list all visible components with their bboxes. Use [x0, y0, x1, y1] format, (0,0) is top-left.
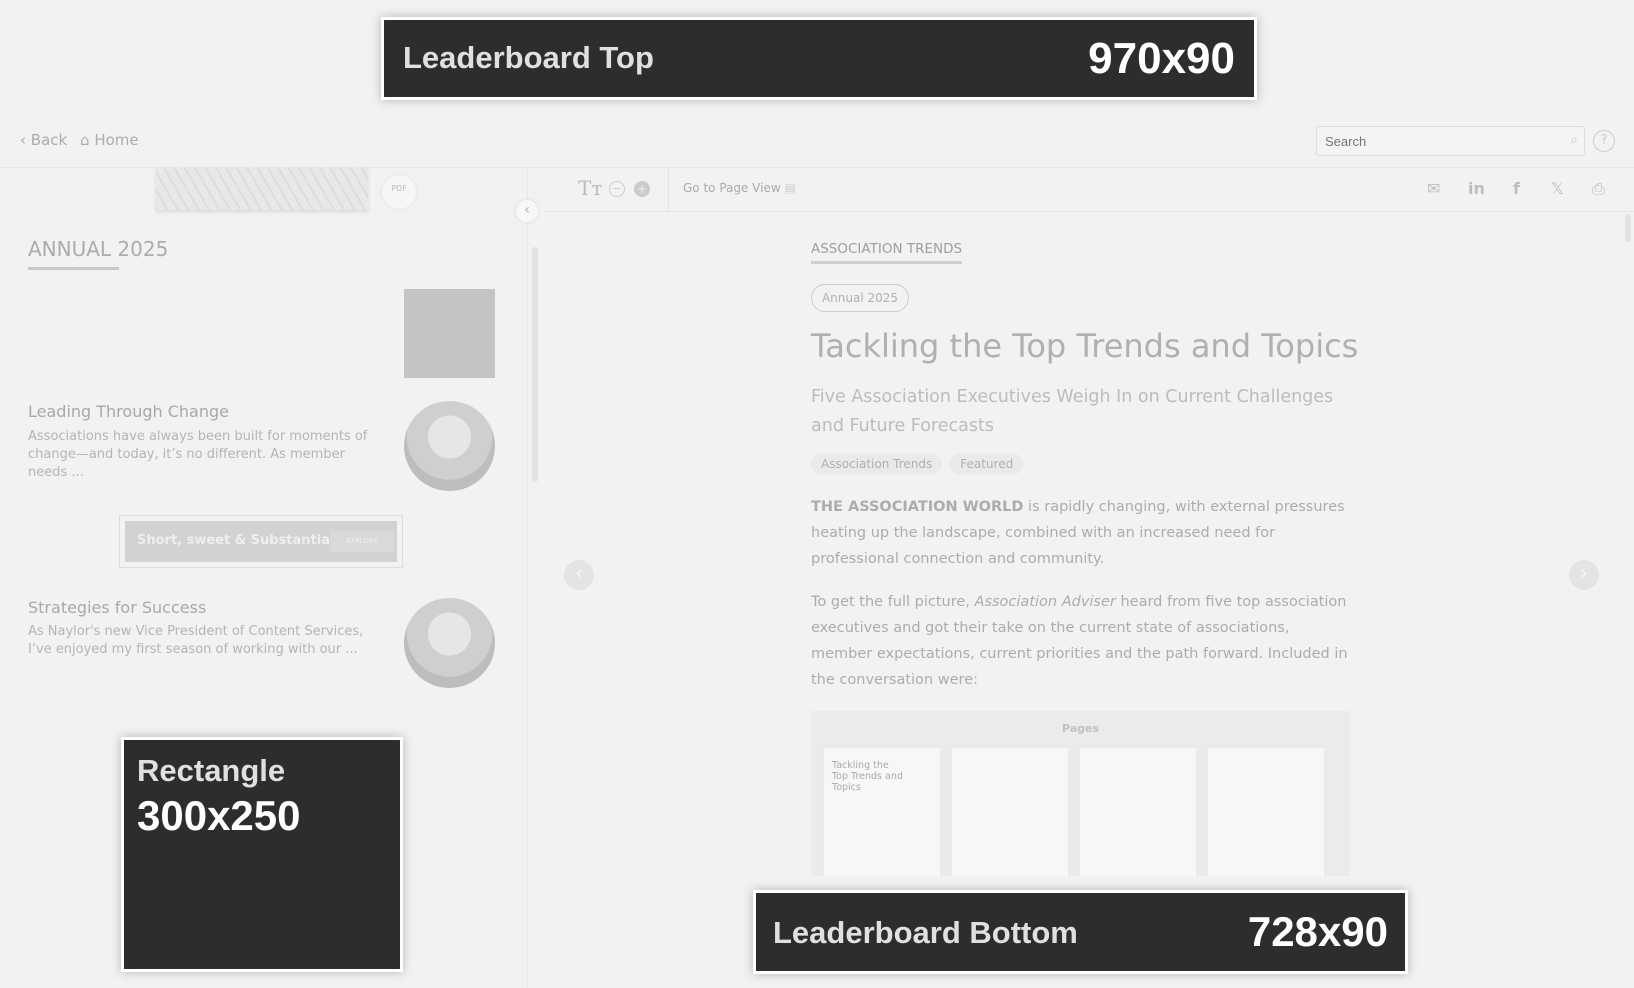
pdf-icon: PDF — [391, 184, 407, 193]
article-subtitle: Five Association Executives Weigh In on … — [811, 387, 1334, 436]
sidebar: PDF ANNUAL 2025 Leading Through Change A… — [0, 167, 538, 988]
list-item-title[interactable]: Leading Through Change — [28, 402, 229, 421]
x-twitter-icon[interactable]: 𝕏 — [1551, 179, 1564, 198]
ad-label: Rectangle — [137, 753, 286, 788]
toolbar-separator — [668, 167, 669, 211]
author-avatar — [404, 598, 495, 688]
pages-preview[interactable]: Pages Tackling the Top Trends and Topics — [811, 711, 1350, 876]
search-input[interactable] — [1317, 127, 1547, 155]
author-avatar — [404, 401, 495, 491]
toolbar-divider — [545, 211, 1634, 212]
tag[interactable]: Association Trends — [811, 453, 943, 475]
sidebar-banner-ad[interactable]: Short, sweet & Substantial. EXPLORE — [119, 515, 403, 568]
collapse-sidebar-button[interactable]: ‹ — [516, 200, 538, 222]
banner-text: Short, sweet & Substantial. — [137, 533, 340, 548]
page-view-label: Go to Page View — [683, 181, 781, 195]
article-title: Tackling the Top Trends and Topics — [811, 327, 1359, 365]
page-thumbnail[interactable] — [1207, 747, 1325, 876]
section-title: ANNUAL 2025 — [28, 237, 169, 261]
paragraph-text: heard from five top association executiv… — [811, 594, 1348, 688]
sidebar-scrollbar[interactable] — [532, 247, 538, 482]
leaderboard-bottom-ad[interactable]: Leaderboard Bottom 728x90 — [753, 890, 1408, 974]
ad-label: Leaderboard Bottom — [773, 915, 1078, 950]
help-button[interactable]: ? — [1593, 130, 1615, 152]
decrease-text-button[interactable]: − — [609, 181, 625, 197]
ad-label: Leaderboard Top — [403, 40, 654, 75]
page-thumbnail-title: Tackling the Top Trends and Topics — [832, 760, 903, 793]
tag[interactable]: Featured — [950, 453, 1024, 475]
article-paragraph: To get the full picture, Association Adv… — [811, 589, 1351, 693]
paragraph-text: is rapidly changing, with external press… — [811, 499, 1345, 567]
page-thumbnail[interactable] — [951, 747, 1069, 876]
lead-in: THE ASSOCIATION WORLD — [811, 499, 1024, 515]
email-icon[interactable]: ✉ — [1427, 179, 1441, 198]
search-box[interactable]: ⌕ — [1316, 126, 1585, 156]
issue-pill[interactable]: Annual 2025 — [811, 284, 909, 312]
ad-size: 728x90 — [1247, 908, 1388, 955]
prev-article-arrow[interactable]: ‹ — [564, 560, 594, 590]
home-button[interactable]: ⌂ Home — [80, 131, 139, 149]
linkedin-icon[interactable]: in — [1468, 179, 1485, 198]
home-icon: ⌂ — [80, 131, 90, 149]
issue-cover-thumbnail[interactable] — [156, 167, 368, 210]
section-underline — [28, 267, 119, 270]
back-label: Back — [30, 131, 68, 149]
banner-explore-button[interactable]: EXPLORE — [330, 531, 394, 552]
article-paragraph: THE ASSOCIATION WORLD is rapidly changin… — [811, 494, 1351, 572]
pdf-download-button[interactable]: PDF — [382, 175, 416, 209]
page-thumbnail[interactable] — [1079, 747, 1197, 876]
ad-size: 970x90 — [1088, 34, 1235, 83]
facebook-icon[interactable]: f — [1513, 179, 1520, 198]
page-view-button[interactable]: Go to Page View ▤ — [683, 181, 796, 195]
article-category[interactable]: ASSOCIATION TRENDS — [811, 241, 963, 264]
content-scrollbar[interactable] — [1625, 214, 1631, 242]
next-article-arrow[interactable]: › — [1569, 560, 1599, 590]
tag-list: Association Trends Featured — [811, 453, 1024, 475]
back-button[interactable]: ‹ Back — [20, 131, 68, 149]
book-icon: ▤ — [784, 181, 796, 195]
home-label: Home — [94, 131, 139, 149]
print-icon[interactable]: ⎙ — [1592, 179, 1605, 198]
increase-text-button[interactable]: + — [634, 181, 650, 197]
rectangle-ad[interactable]: Rectangle 300x250 — [121, 737, 403, 972]
nav-divider — [0, 167, 1634, 168]
list-item-desc: As Naylor's new Vice President of Conten… — [28, 624, 364, 657]
leaderboard-top-ad[interactable]: Leaderboard Top 970x90 — [381, 17, 1257, 100]
pages-label: Pages — [1061, 722, 1100, 735]
publication-name: Association Adviser — [974, 594, 1116, 610]
text-size-icon: Tт — [578, 176, 603, 200]
list-item-title[interactable]: Strategies for Success — [28, 598, 207, 617]
list-item-desc: Associations have always been built for … — [28, 429, 368, 480]
ad-size: 300x250 — [137, 792, 301, 839]
article-image-group[interactable] — [404, 289, 495, 378]
search-icon[interactable]: ⌕ — [1570, 132, 1578, 148]
paragraph-text: To get the full picture, — [811, 594, 975, 610]
page-thumbnail[interactable]: Tackling the Top Trends and Topics — [823, 747, 941, 876]
